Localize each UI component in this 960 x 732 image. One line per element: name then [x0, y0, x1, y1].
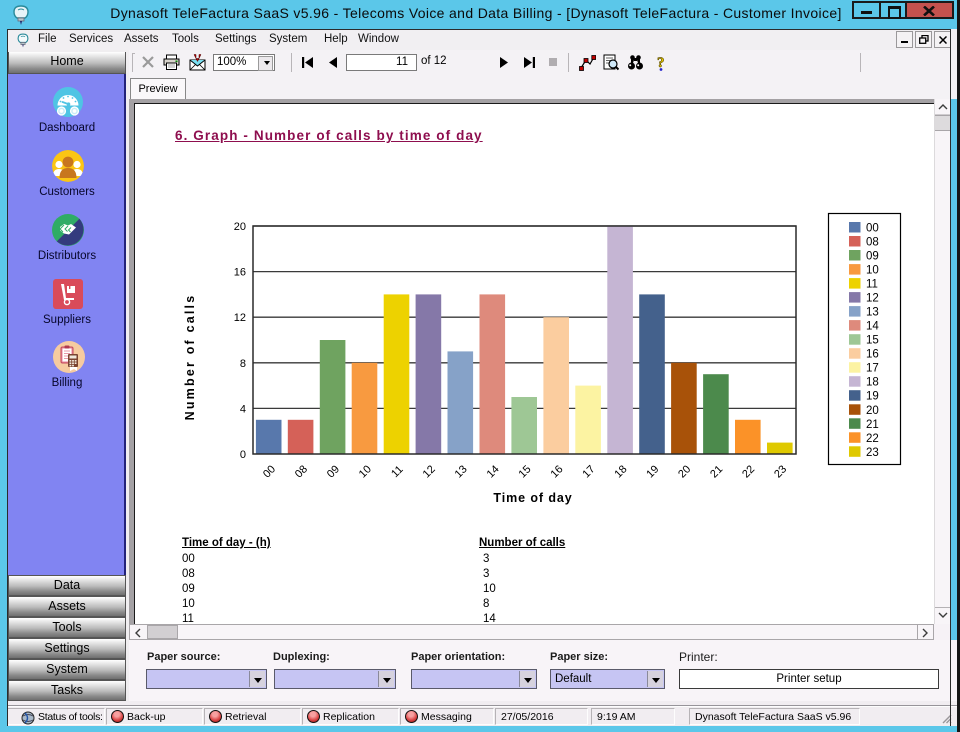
svg-text:21: 21	[708, 463, 725, 480]
svg-text:15: 15	[517, 463, 534, 480]
svg-text:09: 09	[325, 463, 342, 480]
svg-text:17: 17	[866, 363, 879, 375]
svg-text:11: 11	[389, 464, 406, 481]
svg-text:08: 08	[293, 463, 310, 480]
svg-text:19: 19	[866, 391, 879, 403]
svg-text:17: 17	[580, 463, 597, 480]
svg-text:00: 00	[261, 463, 278, 480]
svg-text:0: 0	[240, 449, 246, 461]
svg-text:16: 16	[866, 349, 879, 361]
svg-text:14: 14	[485, 463, 502, 480]
svg-text:16: 16	[234, 267, 246, 279]
svg-text:23: 23	[866, 447, 879, 459]
svg-text:22: 22	[866, 433, 879, 445]
svg-text:12: 12	[866, 293, 879, 305]
svg-text:22: 22	[740, 463, 757, 480]
svg-text:12: 12	[234, 312, 246, 324]
svg-text:10: 10	[357, 463, 374, 480]
svg-text:14: 14	[866, 321, 879, 333]
svg-text:21: 21	[866, 419, 879, 431]
svg-text:?: ?	[657, 55, 665, 71]
svg-text:4: 4	[240, 403, 246, 415]
svg-text:10: 10	[866, 265, 879, 277]
svg-text:11: 11	[866, 279, 878, 291]
svg-text:20: 20	[676, 463, 693, 480]
svg-text:8: 8	[240, 358, 246, 370]
svg-text:00: 00	[866, 223, 879, 235]
svg-text:19: 19	[644, 463, 661, 480]
svg-text:Time of day: Time of day	[493, 491, 572, 505]
svg-text:13: 13	[866, 307, 879, 319]
svg-text:16: 16	[549, 463, 566, 480]
svg-text:23: 23	[772, 463, 789, 480]
svg-text:08: 08	[866, 237, 879, 249]
svg-text:12: 12	[421, 463, 438, 480]
svg-text:13: 13	[453, 463, 470, 480]
svg-text:18: 18	[866, 377, 879, 389]
svg-text:15: 15	[866, 335, 879, 347]
svg-text:20: 20	[234, 221, 246, 233]
svg-text:18: 18	[612, 463, 629, 480]
svg-text:09: 09	[866, 251, 879, 263]
svg-text:20: 20	[866, 405, 879, 417]
svg-text:Number of calls: Number of calls	[183, 294, 197, 421]
